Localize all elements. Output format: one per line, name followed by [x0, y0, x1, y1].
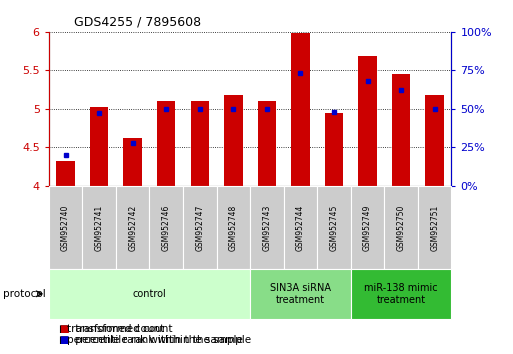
Text: GSM952740: GSM952740 — [61, 204, 70, 251]
Bar — [384, 186, 418, 269]
Bar — [183, 186, 216, 269]
Text: GSM952745: GSM952745 — [329, 204, 339, 251]
Text: GSM952751: GSM952751 — [430, 204, 439, 251]
Text: ■  percentile rank within the sample: ■ percentile rank within the sample — [59, 335, 251, 345]
Text: GSM952750: GSM952750 — [397, 204, 406, 251]
Text: GDS4255 / 7895608: GDS4255 / 7895608 — [74, 15, 202, 28]
Bar — [149, 186, 183, 269]
Bar — [82, 186, 116, 269]
Bar — [250, 269, 351, 319]
Text: GSM952744: GSM952744 — [296, 204, 305, 251]
Bar — [317, 186, 351, 269]
Bar — [90, 107, 108, 186]
Text: ■: ■ — [59, 335, 69, 345]
Bar — [224, 95, 243, 186]
Text: percentile rank within the sample: percentile rank within the sample — [67, 335, 243, 345]
Bar — [190, 101, 209, 186]
Bar — [250, 186, 284, 269]
Bar — [284, 186, 317, 269]
Bar — [351, 269, 451, 319]
Bar — [49, 269, 250, 319]
Bar — [418, 186, 451, 269]
Bar — [124, 138, 142, 186]
Bar — [291, 33, 310, 186]
Text: ■  transformed count: ■ transformed count — [59, 324, 172, 334]
Bar — [425, 95, 444, 186]
Text: GSM952747: GSM952747 — [195, 204, 204, 251]
Bar — [49, 186, 82, 269]
Text: GSM952748: GSM952748 — [229, 204, 238, 251]
Bar — [351, 186, 384, 269]
Text: GSM952746: GSM952746 — [162, 204, 171, 251]
Text: GSM952741: GSM952741 — [94, 204, 104, 251]
Bar — [325, 114, 343, 186]
Text: SIN3A siRNA
treatment: SIN3A siRNA treatment — [270, 283, 331, 305]
Text: control: control — [132, 289, 166, 299]
Text: ■: ■ — [59, 324, 69, 334]
Text: GSM952749: GSM952749 — [363, 204, 372, 251]
Text: GSM952742: GSM952742 — [128, 204, 137, 251]
Text: GSM952743: GSM952743 — [262, 204, 271, 251]
Text: miR-138 mimic
treatment: miR-138 mimic treatment — [364, 283, 438, 305]
Text: protocol: protocol — [3, 289, 45, 299]
Bar — [358, 57, 377, 186]
Text: transformed count: transformed count — [67, 324, 164, 334]
Bar — [258, 101, 276, 186]
Bar — [392, 74, 410, 186]
Bar — [216, 186, 250, 269]
Bar — [56, 161, 75, 186]
Bar — [157, 101, 175, 186]
Bar — [116, 186, 149, 269]
